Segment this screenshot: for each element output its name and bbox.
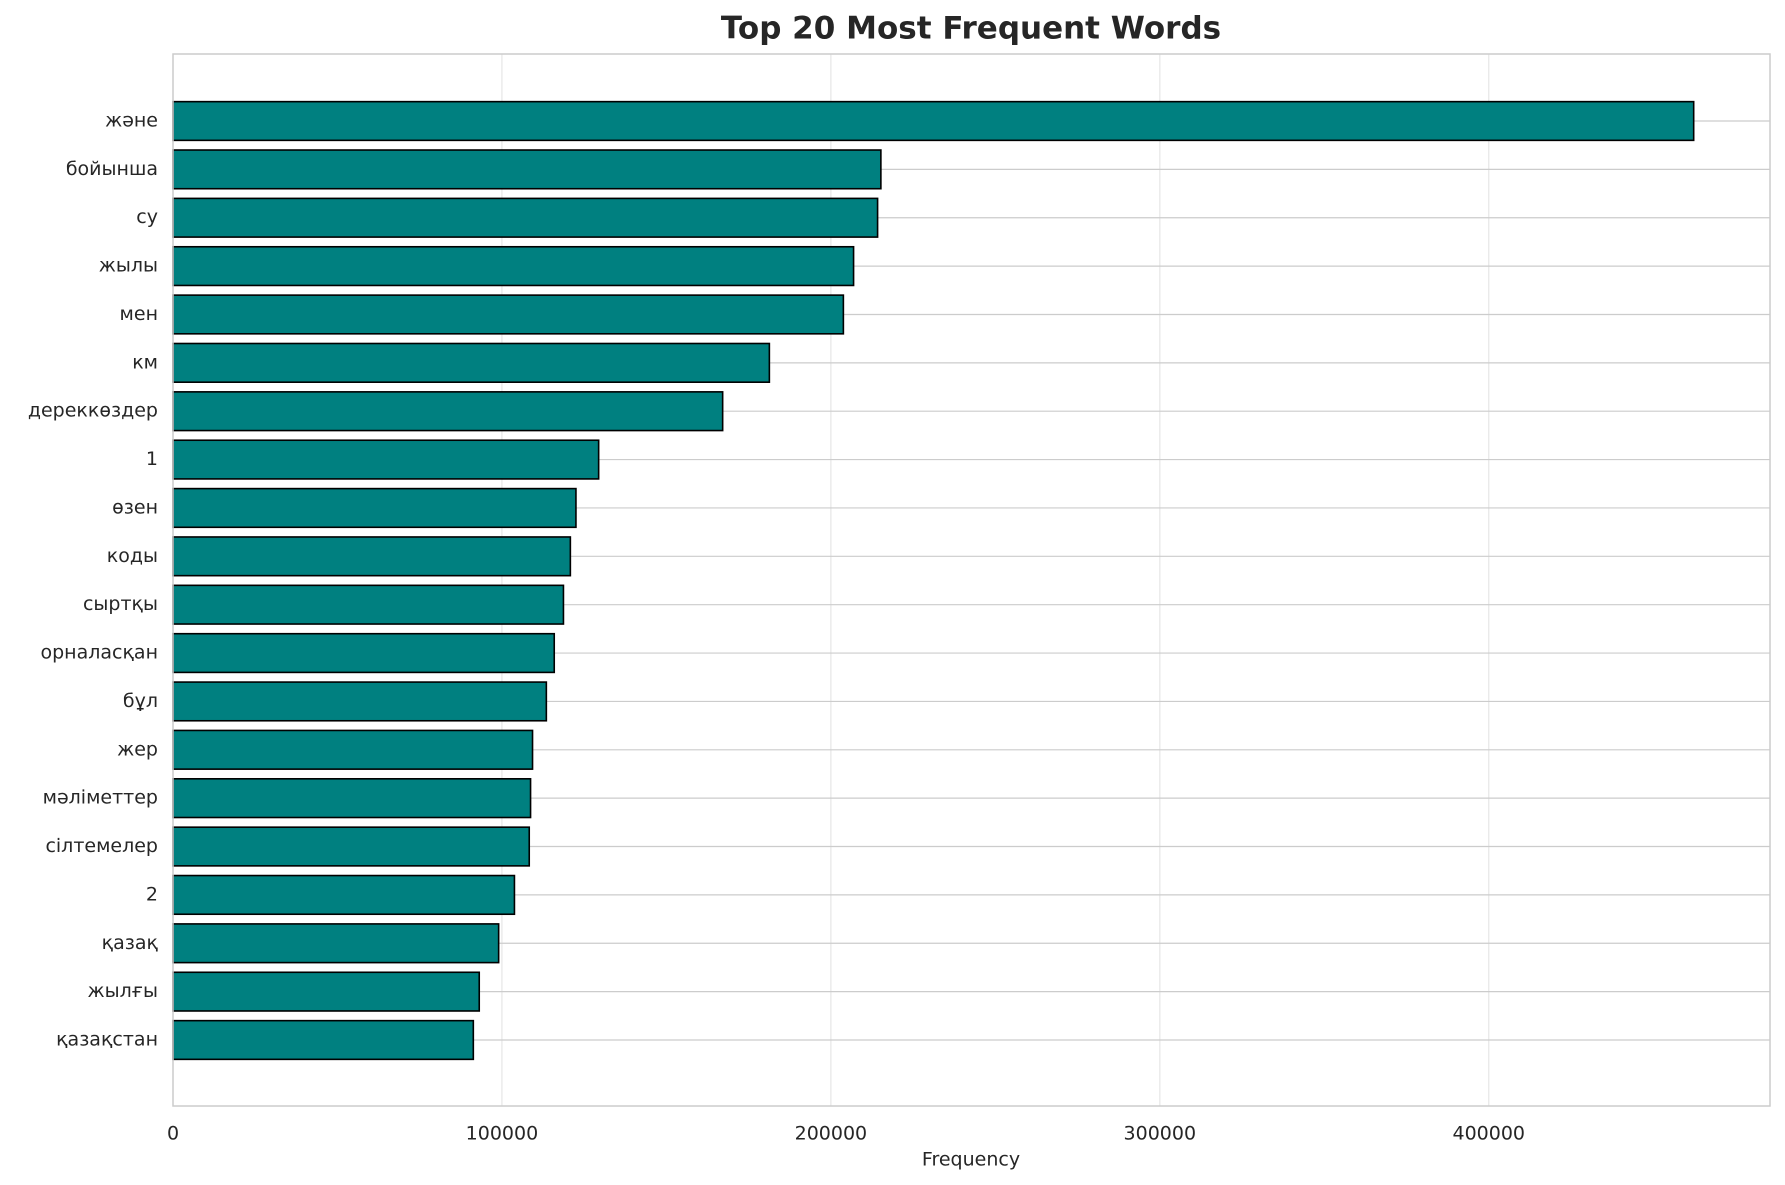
bar	[172, 439, 600, 480]
y-tick-label: км	[132, 351, 158, 373]
x-tick-label: 300000	[1124, 1123, 1197, 1145]
y-tick-label: қазақ	[102, 932, 159, 954]
x-tick-label: 400000	[1452, 1123, 1525, 1145]
y-tick-label: бойынша	[66, 158, 158, 180]
plot-frame	[172, 53, 1771, 1107]
bar	[172, 826, 531, 867]
y-tick-label: және	[105, 110, 158, 132]
y-tick-label: жылы	[99, 255, 158, 277]
y-tick-label: сілтемелер	[45, 835, 158, 857]
x-tick-label: 100000	[466, 1123, 539, 1145]
bar	[172, 294, 845, 335]
x-axis-label: Frequency	[922, 1149, 1020, 1171]
bar	[172, 536, 572, 577]
y-tick-label: дереккөздер	[28, 400, 158, 422]
y-tick-label: бұл	[123, 690, 158, 712]
y-tick-label: су	[136, 206, 158, 228]
bar	[172, 391, 724, 432]
bar	[172, 778, 532, 819]
bar	[172, 971, 481, 1012]
y-tick-label: қазақстан	[56, 1029, 158, 1051]
bar	[172, 100, 1695, 142]
y-tick-label: 2	[146, 883, 158, 905]
bar	[172, 149, 882, 190]
chart-title: Top 20 Most Frequent Words	[721, 11, 1221, 47]
y-tick-label: жер	[117, 738, 158, 760]
y-tick-label: мәліметтер	[43, 787, 158, 809]
x-tick-label: 200000	[795, 1123, 868, 1145]
bar	[172, 681, 548, 722]
y-tick-label: коды	[107, 545, 158, 567]
bar	[172, 729, 534, 770]
bar	[172, 342, 771, 383]
bar	[172, 1019, 475, 1061]
bar	[172, 584, 565, 625]
y-tick-label: орналасқан	[40, 642, 158, 664]
bar	[172, 632, 556, 674]
y-tick-label: сыртқы	[83, 593, 158, 615]
y-tick-label: өзен	[112, 496, 158, 518]
y-tick-label: 1	[146, 448, 158, 470]
bar	[172, 487, 577, 529]
y-tick-label: мен	[120, 303, 158, 325]
y-tick-label: жылғы	[88, 980, 158, 1002]
bar	[172, 874, 516, 916]
bar	[172, 923, 500, 964]
x-tick-label: 0	[167, 1123, 179, 1145]
bar	[172, 197, 879, 238]
bar	[172, 245, 855, 287]
